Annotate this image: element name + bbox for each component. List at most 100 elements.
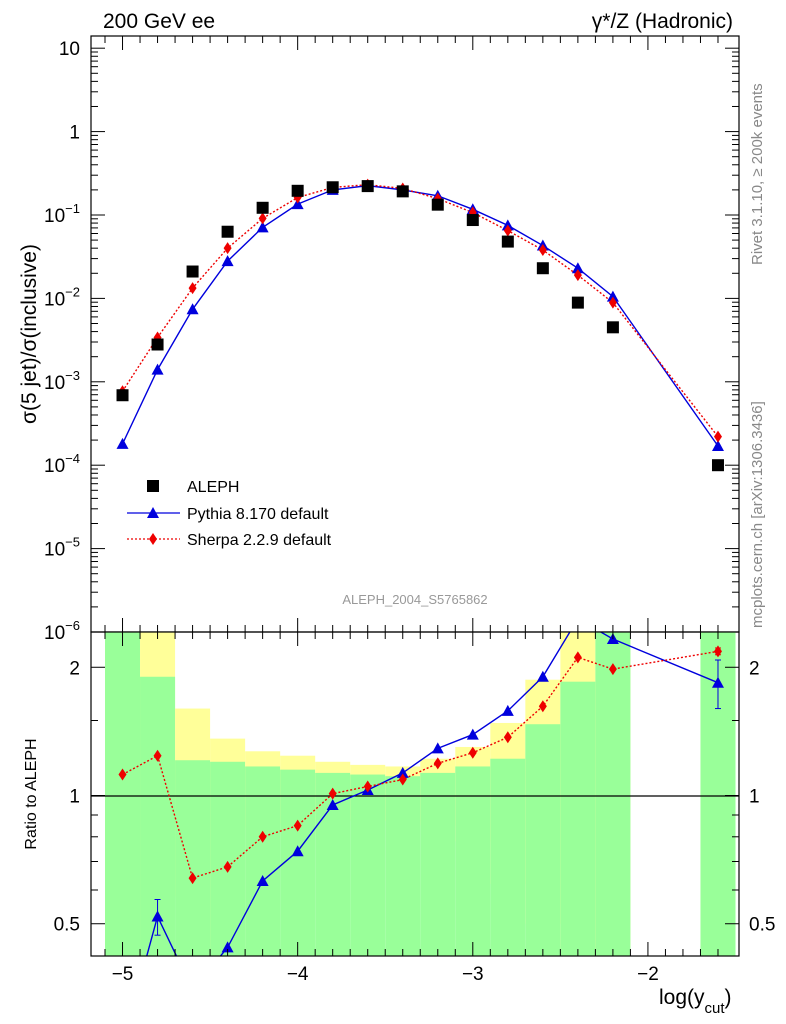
aleph-point [396,185,409,198]
pythia-point [571,262,584,274]
main-ytick-label: 10−6 [44,618,80,644]
xtick-label: −4 [287,964,309,985]
ratio-ytick-label-right: 1 [749,787,760,808]
aleph-point [466,214,479,227]
main-ytick-label: 10−4 [44,451,80,477]
sherpa-point [573,269,582,282]
ratio-pythia-point [466,728,479,740]
header-left: 200 GeV ee [103,10,215,33]
ratio-sherpa-line [122,650,719,879]
uncertainty-bands [105,632,736,956]
pythia-point [151,363,164,375]
band-inner [385,776,421,956]
ratio-ytick-label-right: 2 [749,658,760,679]
header-right: γ*/Z (Hadronic) [592,10,733,33]
band-inner [245,766,281,956]
ratio-sherpa-point [153,749,162,762]
ratio-sherpa-point [398,773,407,786]
pythia-point [291,198,304,210]
x-axis-label: log(ycut) [659,986,732,1017]
pythia-point [221,255,234,267]
ratio-pythia-point [291,845,304,857]
pythia-point [116,437,129,449]
legend-marker-sherpa [149,533,157,545]
sherpa-point [503,224,512,237]
aleph-point [361,180,374,193]
ratio-pythia-point [396,766,409,778]
aleph-point [221,225,234,238]
ratio-sherpa-point [433,757,442,770]
ratio-pythia-line [146,632,719,956]
ratio-pythia-point [536,670,549,682]
band-inner [560,681,596,956]
aleph-point [151,338,164,351]
ratio-ytick-label-right: 0.5 [749,915,775,936]
rivet-version-label: Rivet 3.1.10, ≥ 200k events [749,83,766,265]
legend-label-pythia: Pythia 8.170 default [187,506,329,523]
main-markers [116,178,724,472]
ratio-ytick-label-left: 2 [69,658,80,679]
sherpa-point [223,242,232,255]
ratio-pythia-point [501,704,514,716]
aleph-point [711,459,724,472]
pythia-point [256,221,269,233]
sherpa-point [538,244,547,257]
ratio-sherpa-point [468,746,477,759]
aleph-point [256,201,269,214]
ratio-sherpa-point [538,700,547,713]
aleph-point [291,184,304,197]
aleph-point [571,296,584,309]
band-inner [210,761,246,956]
main-ytick-label: 10−1 [44,201,80,227]
aleph-point [536,262,549,275]
legend-marker-aleph [147,480,159,492]
xtick-label: −2 [637,964,659,985]
ratio-pythia-point [326,798,339,810]
main-series-lines [121,183,719,447]
main-ytick-label: 10−5 [44,535,80,561]
sherpa-point [713,430,722,443]
ratio-series-lines [122,632,719,956]
sherpa-line [121,183,719,438]
xtick-label: −5 [112,964,134,985]
band-inner [455,766,491,956]
ratio-sherpa-point [223,860,232,873]
ratio-ytick-label-left: 0.5 [54,915,80,936]
ratio-sherpa-point [258,830,267,843]
band-inner [350,774,386,956]
pythia-point [606,290,619,302]
aleph-point [326,181,339,194]
legend-label-aleph: ALEPH [187,479,239,496]
ratio-sherpa-point [328,787,337,800]
aleph-point [501,235,514,248]
analysis-tag: ALEPH_2004_S5765862 [342,592,487,607]
ratio-sherpa-point [363,780,372,793]
main-ylabel: σ(5 jet)/σ(inclusive) [18,244,41,424]
main-ticks: 10 1 10−1 10−2 10−3 10−4 10−5 10−6 [44,36,739,644]
ratio-sherpa-point [188,872,197,885]
band-inner [595,632,631,956]
ratio-sherpa-point [608,663,617,676]
ratio-panel: 0.5 0.5 1 1 2 2 −5 −4 −3 −2 Ratio to ALEPH log(yc… [23,631,775,1017]
pythia-point [186,303,199,315]
sherpa-point [188,282,197,295]
main-ytick-label: 10 [59,39,80,60]
pythia-line [121,184,719,447]
ratio-ylabel: Ratio to ALEPH [23,738,40,849]
ratio-sherpa-point [503,731,512,744]
band-inner [175,760,211,956]
main-ytick-label: 10−3 [44,368,80,394]
band-inner [420,772,456,956]
band-inner [525,724,561,956]
aleph-point [116,389,129,402]
aleph-point [431,198,444,211]
band-inner [105,632,141,956]
band-inner [280,769,316,956]
ratio-ytick-label-left: 1 [69,787,80,808]
mcplots-label: mcplots.cern.ch [arXiv:1306.3436] [749,401,766,628]
legend-marker-pythia [147,507,159,518]
band-inner [490,758,526,956]
aleph-point [186,265,199,278]
legend: ALEPH Pythia 8.170 default Sherpa 2.2.9 … [127,479,332,549]
